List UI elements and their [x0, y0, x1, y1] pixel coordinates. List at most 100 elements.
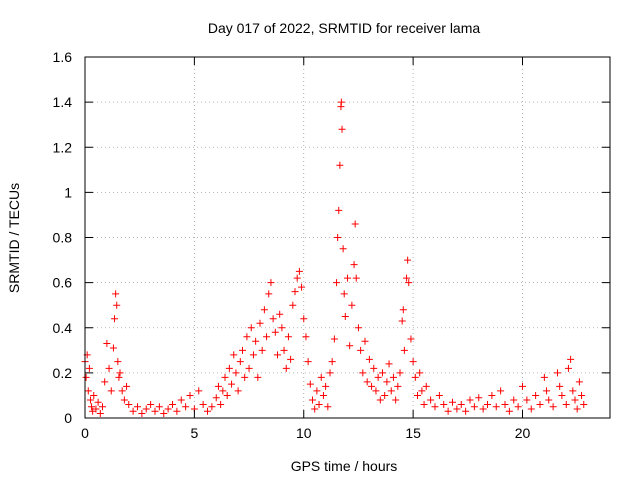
- data-point: [306, 380, 314, 388]
- data-point: [475, 394, 483, 402]
- data-point: [258, 346, 266, 354]
- data-point: [488, 391, 496, 399]
- data-point: [462, 407, 470, 415]
- data-point: [435, 391, 443, 399]
- data-point: [311, 405, 319, 413]
- data-point: [263, 333, 271, 341]
- data-point: [111, 315, 119, 323]
- plot-frame: [84, 56, 611, 419]
- data-point: [414, 391, 421, 399]
- data-point: [304, 358, 312, 366]
- data-point: [381, 391, 389, 399]
- data-point: [123, 382, 131, 390]
- data-point: [365, 355, 373, 363]
- data-point: [88, 403, 96, 411]
- data-point: [422, 382, 430, 390]
- data-point: [341, 312, 349, 320]
- data-point: [340, 290, 348, 298]
- data-point: [236, 358, 244, 366]
- data-point: [99, 403, 106, 411]
- data-point: [398, 317, 406, 325]
- data-point: [326, 369, 334, 377]
- data-point: [540, 373, 548, 381]
- data-point: [556, 382, 564, 390]
- data-point: [416, 369, 424, 377]
- data-point: [96, 409, 104, 417]
- data-point: [245, 364, 253, 372]
- data-point: [271, 328, 279, 336]
- data-point: [374, 373, 382, 381]
- data-point: [276, 310, 284, 318]
- data-point: [427, 396, 435, 404]
- x-tick-label: 15: [405, 425, 421, 441]
- y-tick-label: 1.4: [53, 94, 73, 110]
- data-point: [389, 373, 397, 381]
- data-point: [109, 344, 117, 352]
- data-point: [379, 369, 386, 377]
- data-point: [84, 387, 92, 395]
- data-point: [173, 407, 181, 415]
- data-point: [241, 373, 249, 381]
- data-point: [558, 391, 566, 399]
- data-point: [363, 378, 371, 386]
- data-point: [169, 400, 176, 408]
- y-tick-label: 0: [64, 410, 72, 426]
- data-point: [578, 391, 586, 399]
- data-point: [554, 369, 561, 377]
- data-point: [479, 405, 487, 413]
- y-tick-label: 0.2: [53, 365, 73, 381]
- data-point: [164, 405, 172, 413]
- data-point: [501, 400, 509, 408]
- data-point: [317, 373, 325, 381]
- data-point: [125, 400, 133, 408]
- y-tick-label: 1.6: [53, 49, 73, 65]
- data-point: [295, 267, 303, 275]
- data-point: [182, 403, 190, 411]
- data-point: [223, 391, 231, 399]
- data-point: [284, 333, 292, 341]
- data-point: [85, 364, 93, 372]
- data-point: [492, 403, 500, 411]
- data-point: [243, 333, 251, 341]
- chart-title: Day 017 of 2022, SRMTID for receiver lam…: [208, 20, 481, 36]
- data-point: [302, 333, 310, 341]
- data-point: [160, 409, 168, 417]
- data-point: [545, 396, 553, 404]
- data-point: [336, 161, 344, 169]
- data-point: [359, 369, 367, 377]
- data-point: [571, 396, 579, 404]
- data-point: [114, 358, 122, 366]
- data-point: [543, 387, 551, 395]
- data-point: [92, 405, 100, 413]
- data-point: [101, 378, 109, 386]
- y-tick-label: 1.2: [53, 139, 73, 155]
- data-point: [113, 301, 121, 309]
- data-point: [409, 358, 417, 366]
- data-point: [449, 398, 456, 406]
- data-point: [293, 274, 301, 282]
- data-point: [383, 378, 391, 386]
- data-point: [300, 315, 308, 323]
- data-point: [348, 301, 356, 309]
- data-point: [431, 403, 439, 411]
- data-point: [82, 373, 90, 381]
- data-point: [453, 405, 461, 413]
- data-point: [319, 391, 327, 399]
- data-point: [392, 396, 400, 404]
- data-point: [567, 355, 575, 363]
- x-tick-label: 10: [296, 425, 312, 441]
- data-point: [346, 342, 354, 350]
- data-point: [177, 396, 185, 404]
- data-point: [357, 346, 365, 354]
- data-point: [195, 387, 203, 395]
- data-point: [219, 387, 227, 395]
- grid-lines: [85, 57, 610, 418]
- data-point: [370, 364, 378, 372]
- data-point: [333, 279, 341, 287]
- data-point: [90, 391, 98, 399]
- data-point: [350, 261, 358, 269]
- data-point: [376, 396, 384, 404]
- data-point: [265, 290, 273, 298]
- data-point: [536, 400, 544, 408]
- y-tick-label: 0.8: [53, 230, 73, 246]
